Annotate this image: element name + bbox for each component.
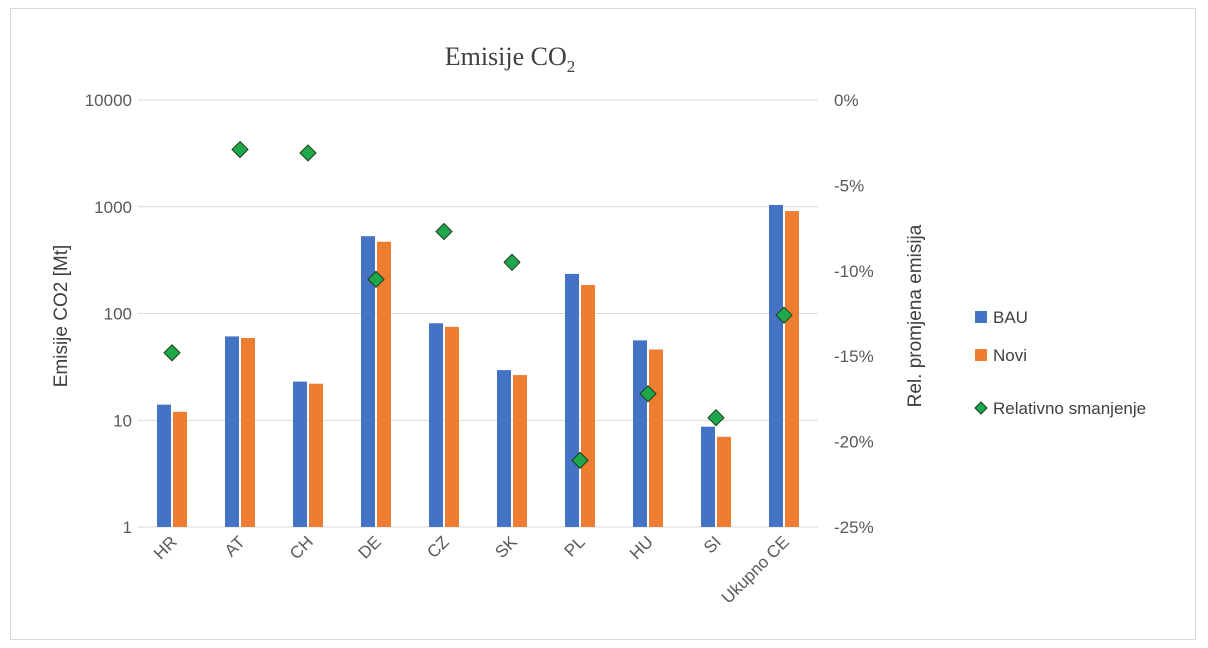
bar-bau — [769, 204, 783, 527]
right-axis-ticks: -25% -20% -15% -10% -5% 0% — [834, 91, 874, 537]
legend: BAU Novi Relativno smanjenje — [974, 308, 1146, 418]
y2-tick-label: -5% — [834, 176, 864, 195]
point-relativno-smanjenje — [775, 306, 793, 324]
bar-novi — [241, 337, 255, 527]
x-tick-label: PL — [561, 532, 589, 560]
legend-label: Relativno smanjenje — [993, 399, 1146, 418]
bar-novi — [785, 211, 799, 528]
bar-bau — [361, 236, 375, 528]
bar-bau — [157, 404, 171, 527]
point-relativno-smanjenje — [299, 144, 317, 162]
bar-novi — [173, 411, 187, 527]
bar-bau — [497, 370, 511, 527]
point-relativno-smanjenje — [707, 408, 725, 427]
bar-bau — [429, 323, 443, 527]
y-axis-title: Emisije CO2 [Mt] — [51, 245, 72, 388]
y2-tick-label: -15% — [834, 347, 874, 366]
bar-bau — [225, 336, 239, 527]
bar-novi — [309, 383, 323, 527]
y-tick-label: 10 — [113, 411, 132, 430]
bar-bau — [565, 273, 579, 527]
chart-title: Emisije CO2 — [445, 42, 576, 76]
x-tick-label: HU — [626, 532, 657, 563]
y-tick-label: 10000 — [85, 91, 132, 110]
y-tick-label: 1000 — [94, 198, 132, 217]
x-tick-label: CH — [286, 532, 317, 563]
point-relativno-smanjenje — [571, 451, 589, 470]
bar-novi — [377, 241, 391, 528]
bar-novi — [649, 349, 663, 527]
bar-bau — [293, 381, 307, 527]
y2-tick-label: -25% — [834, 518, 874, 537]
x-tick-label: SI — [700, 532, 725, 557]
x-tick-label: DE — [355, 532, 385, 562]
left-axis-ticks: 1 10 100 1000 10000 — [85, 91, 132, 537]
bars — [157, 204, 799, 528]
point-relativno-smanjenje — [367, 270, 385, 289]
x-tick-label: AT — [221, 532, 249, 560]
x-tick-label: CZ — [423, 532, 452, 561]
legend-swatch — [975, 349, 987, 361]
legend-swatch — [975, 311, 987, 323]
legend-swatch — [974, 401, 988, 415]
legend-label: Novi — [993, 346, 1027, 365]
y2-tick-label: -10% — [834, 262, 874, 281]
y-tick-label: 100 — [104, 305, 132, 324]
legend-label: BAU — [993, 308, 1028, 327]
bar-novi — [513, 375, 527, 527]
bar-novi — [445, 326, 459, 527]
scatter-points — [163, 140, 793, 470]
point-relativno-smanjenje — [503, 253, 521, 271]
x-tick-label: SK — [491, 532, 521, 562]
point-relativno-smanjenje — [163, 344, 181, 362]
x-tick-label: Ukupno CE — [718, 532, 793, 607]
y2-tick-label: 0% — [834, 91, 859, 110]
y2-axis-title: Rel. promjena emisija — [905, 224, 926, 407]
bar-novi — [581, 284, 595, 527]
y2-tick-label: -20% — [834, 433, 874, 452]
chart-frame — [10, 8, 1196, 640]
x-tick-label: HR — [150, 532, 181, 563]
y-tick-label: 1 — [123, 518, 132, 537]
point-relativno-smanjenje — [231, 140, 249, 159]
point-relativno-smanjenje — [639, 385, 657, 403]
point-relativno-smanjenje — [435, 222, 453, 241]
bar-novi — [717, 436, 731, 527]
bar-bau — [633, 340, 647, 527]
bar-bau — [701, 426, 715, 527]
gridlines — [138, 99, 818, 528]
